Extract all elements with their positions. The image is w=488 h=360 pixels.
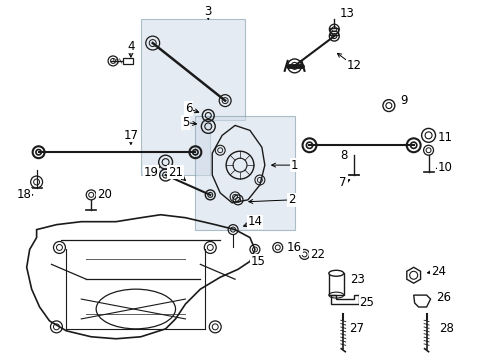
Polygon shape: [141, 19, 244, 175]
Text: 12: 12: [346, 59, 361, 72]
Text: 7: 7: [339, 176, 346, 189]
Text: 17: 17: [123, 129, 138, 142]
Text: 5: 5: [182, 116, 189, 129]
Text: 21: 21: [168, 166, 183, 179]
Text: 2: 2: [287, 193, 295, 206]
Bar: [330, 28, 338, 35]
Text: 10: 10: [437, 161, 452, 174]
Text: 14: 14: [247, 215, 262, 228]
Text: 26: 26: [435, 291, 450, 303]
Text: 19: 19: [143, 166, 158, 179]
Text: 16: 16: [286, 241, 302, 254]
Text: 8: 8: [340, 149, 347, 162]
Text: 13: 13: [339, 7, 354, 20]
Text: 18: 18: [16, 188, 31, 201]
Text: 28: 28: [438, 322, 453, 336]
Text: 15: 15: [250, 255, 265, 268]
Bar: [123, 58, 133, 64]
Text: 9: 9: [399, 94, 407, 107]
Text: 6: 6: [184, 102, 192, 115]
Polygon shape: [195, 116, 294, 230]
Bar: [328, 273, 344, 295]
Text: 4: 4: [127, 40, 134, 53]
Ellipse shape: [328, 270, 343, 276]
Text: 11: 11: [437, 131, 452, 144]
Text: 27: 27: [349, 322, 364, 336]
Text: 22: 22: [309, 248, 324, 261]
Text: 23: 23: [349, 273, 364, 286]
Text: 20: 20: [97, 188, 111, 201]
Polygon shape: [406, 267, 420, 283]
Text: 24: 24: [430, 265, 445, 278]
Text: 1: 1: [290, 159, 298, 172]
Text: 25: 25: [359, 296, 374, 309]
Text: 3: 3: [204, 5, 211, 18]
